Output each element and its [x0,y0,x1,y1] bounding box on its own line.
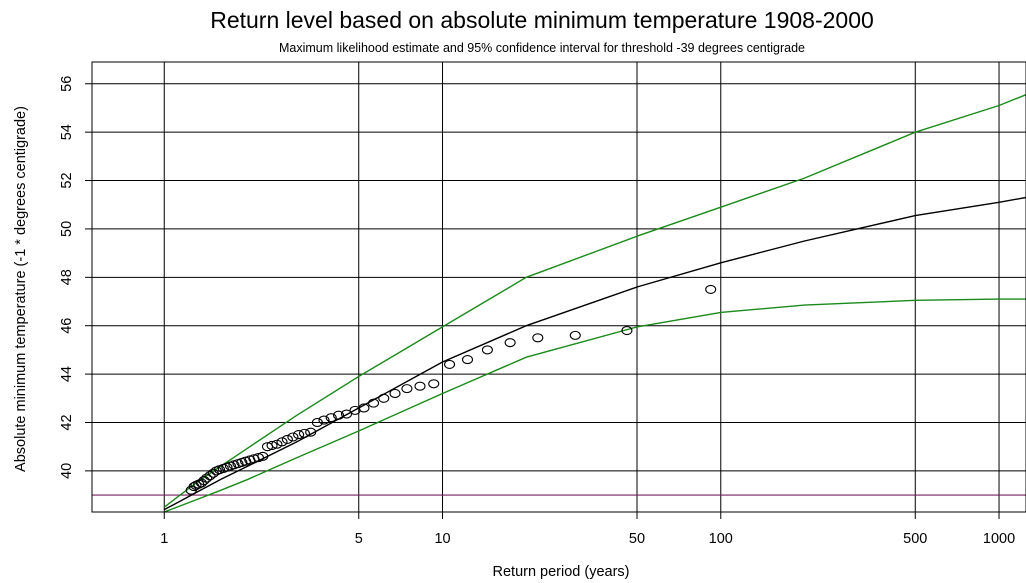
data-point [201,473,213,483]
data-point [504,338,516,348]
data-point [461,355,474,365]
data-point [293,430,305,440]
data-point [378,393,390,403]
data-point [621,325,633,336]
data-point [190,480,202,490]
data-point [389,388,401,399]
plot-frame [91,61,1026,513]
data-point [532,333,544,343]
y-tick-label: 48 [59,269,75,285]
x-axis-ticks: 1 5 10 50 100 500 1000 [160,512,1015,547]
x-tick-label: 1 [160,531,168,547]
data-point [298,428,310,438]
data-point [287,432,299,442]
lower-confidence-curve [163,298,1026,513]
data-point [325,413,337,423]
data-point [569,330,581,340]
data-point [198,475,210,486]
data-point [705,284,717,294]
data-point [428,379,440,389]
data-point [332,410,345,420]
data-point [311,417,323,428]
grid-lines [92,62,1026,512]
y-axis-label: Absolute minimum temperature (-1 * degre… [13,106,29,472]
data-point [481,345,493,355]
y-tick-label: 52 [59,172,75,188]
data-point [305,427,317,437]
x-tick-label: 5 [355,531,363,547]
x-tick-label: 1000 [983,531,1015,547]
x-tick-label: 50 [629,531,645,547]
chart-title: Return level based on absolute minimum t… [210,7,874,33]
x-tick-label: 10 [434,531,450,547]
y-tick-label: 40 [59,463,75,479]
chart-subtitle: Maximum likelihood estimate and 95% conf… [279,41,805,55]
data-point [367,398,380,408]
y-tick-label: 44 [59,366,75,382]
y-tick-label: 54 [59,124,75,140]
x-tick-label: 500 [903,531,927,547]
data-point [318,415,330,425]
x-tick-label: 100 [709,531,733,547]
y-tick-label: 56 [59,76,75,92]
x-axis-label: Return period (years) [493,564,630,580]
estimate-curve [163,196,1026,511]
data-point [340,409,353,419]
data-point [401,384,413,394]
curves [163,94,1026,513]
data-point [358,403,370,413]
y-tick-label: 50 [59,221,75,237]
data-point [266,440,278,451]
y-tick-label: 46 [59,318,75,334]
data-point [414,381,426,391]
data-point [444,359,456,369]
data-point [276,437,288,447]
data-points [185,284,717,495]
data-point [281,434,293,444]
y-tick-label: 42 [59,414,75,430]
data-point [204,471,216,481]
y-axis-ticks: 40 42 44 46 48 50 52 54 56 [59,76,92,479]
data-point [257,451,269,461]
